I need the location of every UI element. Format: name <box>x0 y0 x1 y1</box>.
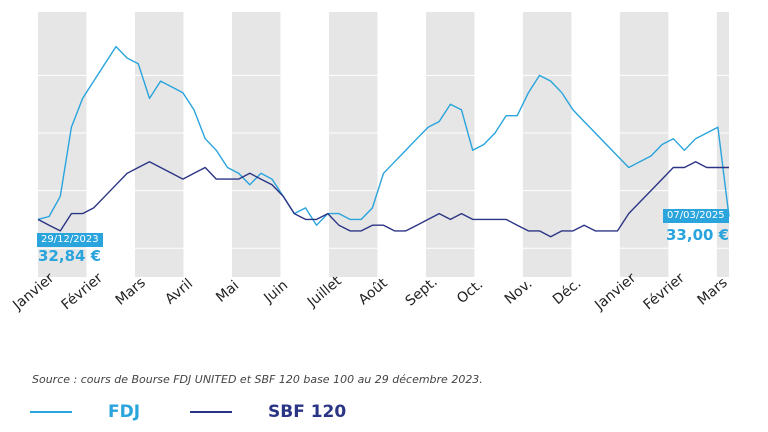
start-value-label: 32,84 € <box>38 247 102 265</box>
legend-label-sbf120: SBF 120 <box>268 402 347 422</box>
month-tick-label: Avril <box>162 276 196 308</box>
series-line-sbf-120 <box>37 161 729 238</box>
month-tick-label: Sept. <box>403 274 441 310</box>
month-tick-label: Janvier <box>591 270 639 314</box>
month-tick-label: Juin <box>260 277 291 306</box>
month-tick-label: Juillet <box>304 273 345 311</box>
month-band <box>38 12 87 277</box>
source-note: Source : cours de Bourse FDJ UNITED et S… <box>32 373 483 386</box>
series-line-fdj <box>37 45 730 226</box>
month-bands <box>38 12 729 277</box>
start-date-badge: 29/12/2023 <box>37 233 103 247</box>
month-tick-label: Nov. <box>502 276 536 308</box>
legend-item-fdj: FDJ <box>30 402 140 422</box>
legend-swatch-fdj <box>30 411 72 413</box>
month-band <box>134 12 184 277</box>
month-band <box>231 12 281 277</box>
legend-label-fdj: FDJ <box>108 402 141 422</box>
series-lines <box>37 45 730 238</box>
line-chart: Janvier Février Mars Avril Mai Juin Juillet Aoû… <box>9 12 731 314</box>
month-tick-label: Mars <box>695 275 731 309</box>
end-value-label: 33,00 € <box>666 226 730 244</box>
month-band <box>522 12 572 277</box>
month-band <box>619 12 669 277</box>
month-tick-label: Août <box>356 275 391 308</box>
legend-item-sbf120: SBF 120 <box>190 402 346 422</box>
month-band <box>328 12 378 277</box>
month-tick-label: Mai <box>213 278 242 306</box>
end-date-badge: 07/03/2025 <box>663 209 729 223</box>
month-band <box>425 12 475 277</box>
legend-swatch-sbf120 <box>190 411 232 413</box>
month-tick-label: Déc. <box>550 275 584 308</box>
month-tick-label: Janvier <box>9 270 57 314</box>
month-tick-label: Mars <box>113 275 149 309</box>
grid-lines <box>38 74 729 249</box>
month-tick-label: Oct. <box>454 276 486 307</box>
